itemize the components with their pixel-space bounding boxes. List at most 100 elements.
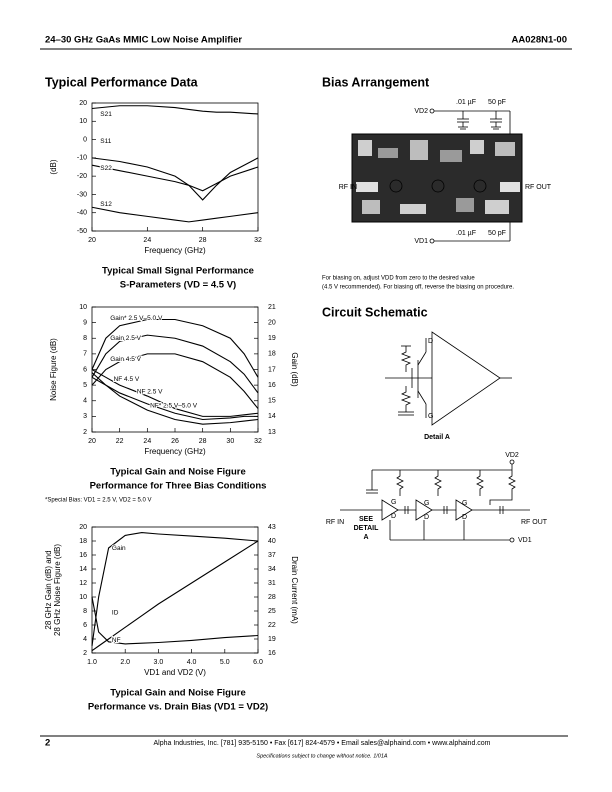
bias-note: (4.5 V recommended). For biasing off, re… xyxy=(322,285,514,291)
chart: 20 24 28 32 20 10 0 -10 -20 -30 -40 -50 S21 S11 S22 S12… xyxy=(49,100,262,291)
bias-diagram-part xyxy=(485,200,509,214)
series-label: S22 xyxy=(100,165,112,172)
y-tick-label: -30 xyxy=(77,191,87,198)
y-tick-label: 12 xyxy=(79,580,87,587)
schematic-main-part: SEE xyxy=(359,516,373,523)
bias-diagram-part xyxy=(400,204,426,214)
y-tick-label: 6 xyxy=(83,366,87,373)
y-tick-label: -40 xyxy=(77,210,87,217)
schematic-main-part: VD1 xyxy=(518,537,532,544)
y2-tick-label: 14 xyxy=(268,413,276,420)
schematic-main-part: G xyxy=(424,500,429,507)
x-tick-label: 22 xyxy=(116,438,124,445)
y-tick-label: 8 xyxy=(83,608,87,615)
bias-diagram-part: .01 µF xyxy=(456,230,476,237)
bias-diagram-part xyxy=(429,238,435,244)
footer-contact: Alpha Industries, Inc. [781] 935-5150 • … xyxy=(153,740,490,747)
schematic-main-part xyxy=(489,470,516,505)
y2-axis-label: Gain (dB) xyxy=(290,352,299,387)
y-tick-label: 16 xyxy=(79,552,87,559)
detail-caption: Detail A xyxy=(424,434,450,441)
y-tick-label: -20 xyxy=(77,173,87,180)
schematic-main-part: RF IN xyxy=(326,519,344,526)
schematic-main-part: A xyxy=(363,534,368,541)
chart-title: Typical Gain and Noise Figure xyxy=(110,467,246,478)
y-tick-label: 3 xyxy=(83,413,87,420)
y2-tick-label: 34 xyxy=(268,566,276,573)
schematic-main-part: G xyxy=(391,499,396,506)
chart-title: S-Parameters (VD = 4.5 V) xyxy=(120,280,236,291)
y2-tick-label: 28 xyxy=(268,594,276,601)
y-tick-label: -50 xyxy=(77,228,87,235)
bias-diagram-part xyxy=(410,140,428,160)
series-label: ID xyxy=(112,609,119,616)
y-axis-label: 28 GHz Noise Figure (dB) xyxy=(53,544,62,636)
y-tick-label: 2 xyxy=(83,429,87,436)
y2-tick-label: 17 xyxy=(268,366,276,373)
section-heading: Typical Performance Data xyxy=(45,75,199,89)
bias-diagram-part xyxy=(470,140,484,154)
schematic-main-part xyxy=(509,537,515,543)
x-tick-label: 6.0 xyxy=(253,659,263,666)
x-tick-label: 24 xyxy=(143,237,151,244)
plot-frame xyxy=(91,526,259,654)
bias-diagram-part xyxy=(440,150,462,162)
series-label: Gain xyxy=(112,545,126,552)
schematic-main-part: G xyxy=(462,500,467,507)
bias-diagram-part xyxy=(431,179,445,193)
y-tick-label: 10 xyxy=(79,304,87,311)
series-line xyxy=(91,318,259,378)
x-tick-label: 30 xyxy=(226,438,234,445)
y2-tick-label: 19 xyxy=(268,636,276,643)
bias-diagram-part xyxy=(389,179,403,193)
y-tick-label: 7 xyxy=(83,351,87,358)
y2-tick-label: 40 xyxy=(268,538,276,545)
schematic-detail-part: D xyxy=(428,338,433,345)
x-axis-label: Frequency (GHz) xyxy=(144,246,206,255)
x-tick-label: 5.0 xyxy=(220,659,230,666)
x-tick-label: 28 xyxy=(199,237,207,244)
bias-diagram-part xyxy=(456,198,474,212)
schematic-detail-part xyxy=(417,390,427,405)
series-label: Gain 2.5 V xyxy=(110,335,141,342)
x-axis-label: VD1 and VD2 (V) xyxy=(144,668,206,677)
part-number: AA028N1-00 xyxy=(512,35,567,46)
y2-tick-label: 37 xyxy=(268,552,276,559)
series-label: NF 4.5 V xyxy=(114,376,140,383)
schematic-main-part: D xyxy=(424,514,429,521)
footnote: *Special Bias: VD1 = 2.5 V, VD2 = 5.0 V xyxy=(45,498,152,504)
series-line xyxy=(91,105,259,115)
y-axis-label: Noise Figure (dB) xyxy=(49,338,58,401)
schematic-main-part xyxy=(476,470,484,496)
chart: 20 22 24 26 28 30 3210987654322120191817161514… xyxy=(49,304,299,492)
y-tick-label: 10 xyxy=(79,118,87,125)
series-label: NF xyxy=(112,637,121,644)
schematic-main-part: D xyxy=(462,514,467,521)
y2-tick-label: 31 xyxy=(268,580,276,587)
bias-diagram-part xyxy=(356,182,378,192)
series-line xyxy=(91,206,259,223)
bias-diagram-part: 50 pF xyxy=(488,99,506,106)
schematic-main-part: VD2 xyxy=(505,452,519,459)
series-line xyxy=(91,376,258,421)
x-tick-label: 1.0 xyxy=(87,659,97,666)
series-line xyxy=(91,540,259,652)
y-tick-label: 9 xyxy=(83,319,87,326)
series-line xyxy=(91,369,259,417)
y2-tick-label: 43 xyxy=(268,524,276,531)
series-label: S12 xyxy=(100,201,112,208)
schematic-main-part xyxy=(434,470,442,496)
bias-diagram-part xyxy=(378,148,398,158)
bias-diagram-part: 50 pF xyxy=(488,230,506,237)
y-tick-label: 20 xyxy=(79,100,87,107)
schematic-main-part: RF OUT xyxy=(521,519,548,526)
chart-title: Performance for Three Bias Conditions xyxy=(90,481,267,492)
page-number: 2 xyxy=(45,738,50,749)
bias-diagram-part: RF IN xyxy=(339,184,357,191)
y2-tick-label: 15 xyxy=(268,398,276,405)
y-tick-label: 4 xyxy=(83,398,87,405)
bias-diagram-part: VD1 xyxy=(414,238,428,245)
